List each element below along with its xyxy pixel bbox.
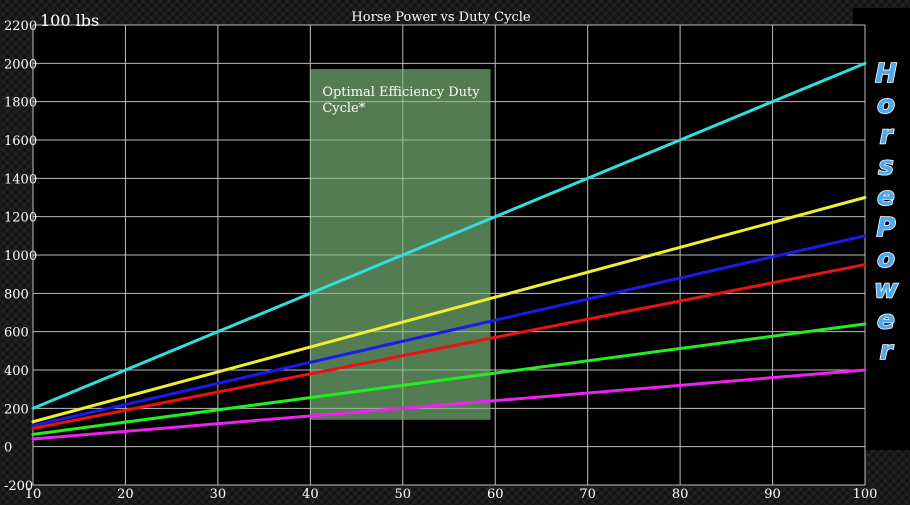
highlight-region [310,69,491,420]
y-tick-label: 1400 [4,172,37,187]
side-label-letter: o [877,90,895,120]
y-tick-label: 2000 [4,57,37,72]
side-label-letter: P [876,213,895,243]
series-line-4 [31,263,867,430]
y-tick-label: 0 [4,441,12,456]
x-tick-labels: 10 20 30 40 50 60 70 80 90 100 [25,487,878,502]
y-tick-label: 200 [4,402,29,417]
x-tick-label: 70 [579,487,596,502]
series-line-6 [31,368,867,441]
side-label-letter: e [877,305,895,335]
y-tick-label: 800 [4,287,29,302]
x-tick-label: 80 [672,487,689,502]
x-tick-label: 40 [302,487,319,502]
highlight-region-label-group: Optimal Efficiency Duty Cycle* [322,85,480,116]
series-line-1 [31,61,867,410]
y-tick-label: 1000 [4,249,37,264]
series-line-2 [31,196,867,424]
x-tick-label: 30 [210,487,227,502]
series-lines [31,61,867,441]
unit-label: 100 lbs [40,11,99,30]
x-tick-label: 60 [487,487,504,502]
side-label-letter: H [875,59,897,89]
side-label-letter: r [880,336,895,366]
side-label-letter: s [878,151,893,181]
y-tick-label: 2200 [4,19,37,34]
side-label-letter: o [877,244,895,274]
y-tick-label: 1200 [4,211,37,226]
y-tick-labels: -200 0 200 400 600 800 1000 1200 1400 1600 1800 200… [4,19,37,494]
chart-title: Horse Power vs Duty Cycle [351,10,530,25]
y-tick-label: 600 [4,326,29,341]
side-label-letter: r [880,121,895,151]
side-label-letter: w [874,275,899,305]
series-line-3 [31,234,867,428]
y-tick-label: 1600 [4,134,37,149]
highlight-region-group [310,69,491,420]
side-label-letter: e [877,182,895,212]
y-tick-label: -200 [4,479,33,494]
y-tick-label: 1800 [4,96,37,111]
x-tick-label: 50 [395,487,412,502]
x-tick-label: 20 [117,487,134,502]
highlight-region-label-line-2: Cycle* [322,101,365,116]
y-tick-label: 400 [4,364,29,379]
side-panel [853,8,910,450]
highlight-region-label-line-1: Optimal Efficiency Duty [322,85,480,100]
x-tick-label: 90 [764,487,781,502]
series-line-5 [31,322,867,436]
x-tick-label: 10 [25,487,42,502]
x-tick-label: 100 [853,487,878,502]
